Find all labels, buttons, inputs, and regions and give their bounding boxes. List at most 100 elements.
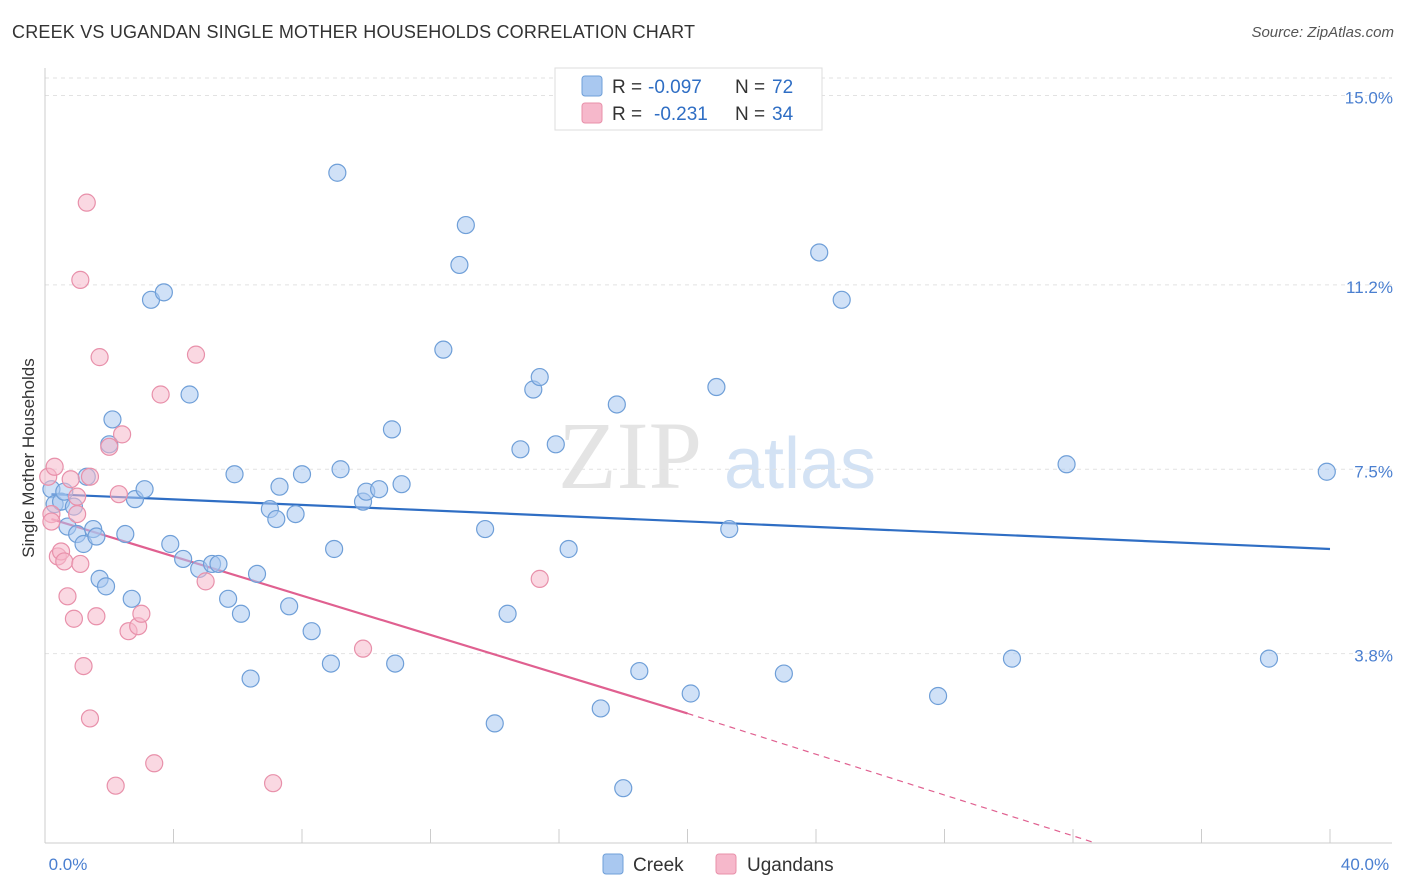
point-creek: [331, 460, 350, 479]
point-creek: [280, 597, 299, 616]
stats-n-value-ugandans: 34: [772, 104, 794, 125]
point-ugandans: [530, 569, 549, 588]
point-creek: [219, 589, 238, 608]
y-tick-label: 7.5%: [1354, 462, 1393, 481]
x-tick-label: 40.0%: [1341, 855, 1389, 874]
point-ugandans: [87, 607, 106, 626]
point-ugandans: [196, 572, 215, 591]
point-creek: [810, 243, 829, 262]
stats-r-value-creek: -0.097: [648, 77, 702, 98]
point-creek: [292, 465, 312, 484]
point-ugandans: [45, 457, 64, 476]
point-ugandans: [132, 604, 151, 623]
trendline-ugandans: [51, 518, 688, 715]
point-creek: [382, 420, 402, 439]
chart-title: CREEK VS UGANDAN SINGLE MOTHER HOUSEHOLD…: [12, 22, 696, 42]
point-ugandans: [186, 345, 206, 364]
point-creek: [247, 564, 267, 584]
point-creek: [530, 367, 549, 387]
point-creek: [546, 435, 565, 454]
point-ugandans: [90, 348, 109, 367]
point-creek: [270, 477, 289, 496]
point-creek: [681, 684, 700, 703]
point-ugandans: [58, 587, 77, 606]
trendline-ugandans-extrapolated: [687, 712, 1096, 844]
point-creek: [241, 669, 260, 688]
axes: [44, 68, 1392, 844]
point-ugandans: [353, 639, 373, 658]
point-creek: [630, 661, 649, 681]
point-ugandans: [112, 425, 132, 444]
point-creek: [135, 480, 154, 499]
point-ugandans: [109, 485, 128, 504]
point-creek: [325, 539, 344, 559]
point-creek: [161, 534, 180, 554]
point-creek: [591, 699, 610, 718]
point-ugandans: [263, 774, 283, 793]
point-creek: [370, 480, 389, 499]
point-creek: [774, 664, 793, 683]
gridlines: [45, 77, 1392, 655]
watermark-atlas: atlas: [724, 424, 876, 504]
point-ugandans: [77, 193, 96, 212]
point-creek: [321, 654, 341, 673]
point-creek: [559, 539, 578, 559]
stats-legend-swatch-creek: [581, 75, 603, 97]
point-ugandans: [68, 487, 87, 506]
point-ugandans: [71, 554, 90, 574]
point-creek: [1317, 462, 1336, 481]
point-creek: [286, 504, 305, 524]
stats-n-value-creek: 72: [772, 77, 793, 98]
point-creek: [231, 604, 251, 623]
point-creek: [1057, 455, 1076, 474]
point-ugandans: [61, 470, 80, 489]
data-points: [39, 163, 1336, 798]
point-creek: [209, 554, 228, 574]
legend-label-creek: Creek: [633, 855, 684, 876]
point-ugandans: [64, 609, 84, 628]
trendlines: [51, 493, 1331, 844]
point-creek: [1002, 649, 1022, 668]
point-creek: [476, 519, 495, 539]
tick-labels: 3.8% 7.5% 11.2% 15.0% 0.0% 40.0%: [49, 89, 1393, 875]
point-creek: [832, 290, 851, 309]
point-creek: [1259, 649, 1279, 668]
y-tick-label: 3.8%: [1354, 647, 1393, 666]
point-creek: [498, 604, 517, 623]
point-creek: [174, 549, 193, 569]
y-tick-label: 15.0%: [1345, 89, 1393, 108]
point-creek: [180, 385, 199, 404]
point-ugandans: [151, 385, 170, 404]
point-creek: [116, 524, 135, 544]
stats-legend-swatch-ugandans: [581, 102, 603, 124]
stats-r-value-ugandans: -0.231: [654, 104, 708, 125]
stats-r-label-creek: R =: [612, 77, 642, 98]
point-ugandans: [106, 776, 125, 795]
point-creek: [225, 465, 244, 484]
point-creek: [267, 509, 286, 529]
legend-label-ugandans: Ugandans: [747, 855, 834, 876]
point-ugandans: [42, 512, 61, 531]
stats-n-label-creek: N =: [735, 77, 765, 98]
legend-swatch-creek: [602, 853, 624, 875]
point-creek: [103, 410, 122, 429]
point-creek: [87, 527, 106, 546]
point-creek: [122, 589, 141, 608]
y-tick-label: 11.2%: [1346, 278, 1393, 297]
point-ugandans: [74, 656, 93, 676]
point-creek: [154, 283, 173, 302]
point-ugandans: [80, 467, 100, 486]
series-legend: Creek Ugandans: [602, 853, 834, 876]
point-creek: [607, 395, 626, 414]
point-ugandans: [71, 270, 90, 289]
point-ugandans: [55, 552, 74, 571]
point-creek: [456, 215, 475, 235]
point-ugandans: [80, 709, 100, 728]
point-creek: [302, 622, 321, 641]
point-creek: [96, 577, 116, 596]
point-creek: [434, 340, 453, 359]
y-axis-label: Single Mother Households: [19, 358, 38, 557]
x-tick-label: 0.0%: [49, 855, 88, 874]
watermark-zip: ZIP: [558, 402, 702, 509]
point-creek: [450, 255, 469, 275]
